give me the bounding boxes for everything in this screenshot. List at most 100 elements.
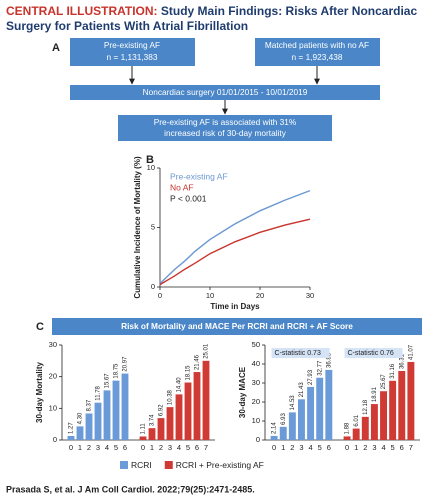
y-tick-label: 0 — [256, 435, 260, 444]
x-tick-label: 0 — [272, 443, 276, 452]
value-label: 2.14 — [272, 422, 278, 434]
x-tick-label: 4 — [381, 443, 385, 452]
bar — [94, 402, 102, 440]
flow-box — [118, 115, 332, 141]
bar — [343, 436, 351, 440]
value-label: 6.93 — [281, 412, 287, 424]
y-tick-label: 10 — [147, 163, 155, 172]
header-line-1: CENTRAL ILLUSTRATION: Study Main Finding… — [6, 4, 417, 18]
value-label: 18.75 — [114, 363, 120, 379]
value-label: 18.91 — [372, 386, 378, 402]
value-label: 18.15 — [186, 365, 192, 381]
y-axis-label: 30-day Mortality — [35, 361, 44, 422]
bar — [166, 407, 174, 440]
x-tick-label: 4 — [105, 443, 109, 452]
value-label: 25.01 — [204, 343, 210, 359]
flow-text: n = 1,131,383 — [107, 52, 158, 62]
line — [159, 218, 311, 286]
y-tick-label: 20 — [252, 397, 260, 406]
bar — [148, 428, 156, 440]
bar — [270, 435, 278, 440]
y-axis-label: Cumulative Incidence of Mortality (%) — [133, 156, 142, 299]
flow-box — [70, 85, 380, 100]
bar — [121, 373, 129, 440]
x-tick-label: 3 — [372, 443, 376, 452]
legend-label: RCRI — [131, 460, 152, 470]
y-tick-label: 30 — [49, 340, 57, 349]
value-label: 15.67 — [105, 373, 111, 389]
value-label: 1.11 — [141, 423, 147, 435]
header-title: Surgery for Patients With Atrial Fibrill… — [6, 19, 248, 33]
flow-text: increased risk of 30-day mortality — [164, 128, 287, 138]
citation: Prasada S, et al. J Am Coll Cardiol. 202… — [6, 484, 255, 494]
bar — [370, 404, 378, 440]
x-tick-label: 3 — [168, 443, 172, 452]
flow-text: n = 1,923,438 — [292, 52, 343, 62]
panel-label: A — [52, 42, 60, 54]
y-tick-label: 0 — [53, 435, 57, 444]
value-label: 6.92 — [159, 404, 165, 416]
value-label: 25.67 — [381, 374, 387, 390]
x-tick-label: 5 — [186, 443, 190, 452]
y-tick-label: 0 — [151, 282, 155, 291]
value-label: 27.93 — [308, 369, 314, 385]
value-label: 31.16 — [390, 363, 396, 379]
x-tick-label: 1 — [281, 443, 285, 452]
x-tick-label: 3 — [299, 443, 303, 452]
value-label: 14.40 — [177, 377, 183, 393]
x-tick-label: 2 — [363, 443, 367, 452]
bar — [103, 390, 111, 440]
annotation: C-statistic 0.73 — [275, 350, 321, 357]
bar — [184, 382, 192, 440]
x-tick-label: 0 — [158, 291, 162, 300]
value-label: 21.43 — [299, 382, 305, 398]
annotation-box — [344, 348, 403, 358]
flow-box — [70, 38, 195, 66]
y-tick-label: 20 — [49, 372, 57, 381]
x-tick-label: 2 — [290, 443, 294, 452]
bar — [288, 412, 296, 440]
bar — [352, 428, 360, 440]
header-label: CENTRAL ILLUSTRATION: — [6, 4, 158, 18]
y-tick-label: 40 — [252, 359, 260, 368]
flow-text: Noncardiac surgery 01/01/2015 - 10/01/20… — [143, 87, 308, 97]
flow-text: Matched patients with no AF — [265, 40, 369, 50]
x-tick-label: 20 — [256, 291, 264, 300]
x-tick-label: 0 — [141, 443, 145, 452]
bar — [193, 372, 201, 440]
bar — [325, 369, 333, 440]
value-label: 12.18 — [363, 399, 369, 415]
bar — [307, 386, 315, 440]
panel-label: C — [36, 321, 44, 333]
x-tick-label: 7 — [409, 443, 413, 452]
value-label: 10.38 — [168, 389, 174, 405]
y-tick-label: 50 — [252, 340, 260, 349]
annotation: P < 0.001 — [170, 193, 207, 203]
value-label: 21.46 — [195, 354, 201, 370]
x-tick-label: 3 — [96, 443, 100, 452]
line — [159, 189, 311, 284]
bar — [407, 361, 415, 440]
value-label: 41.07 — [408, 344, 414, 360]
annotation-box — [271, 348, 330, 358]
x-tick-label: 6 — [123, 443, 127, 452]
flow-text: Pre-existing AF — [104, 40, 160, 50]
x-tick-label: 5 — [391, 443, 395, 452]
x-tick-label: 2 — [87, 443, 91, 452]
bar — [112, 380, 120, 440]
bar — [85, 413, 93, 440]
y-tick-label: 30 — [252, 378, 260, 387]
annotation: C-statistic 0.76 — [348, 350, 394, 357]
x-tick-label: 4 — [309, 443, 313, 452]
bar — [157, 418, 165, 440]
x-tick-label: 4 — [177, 443, 181, 452]
bar — [67, 435, 75, 440]
flow-box — [255, 38, 380, 66]
bar — [76, 426, 84, 440]
x-tick-label: 10 — [206, 291, 214, 300]
x-tick-label: 7 — [204, 443, 208, 452]
x-tick-label: 0 — [345, 443, 349, 452]
x-tick-label: 0 — [69, 443, 73, 452]
value-label: 3.74 — [150, 414, 156, 426]
